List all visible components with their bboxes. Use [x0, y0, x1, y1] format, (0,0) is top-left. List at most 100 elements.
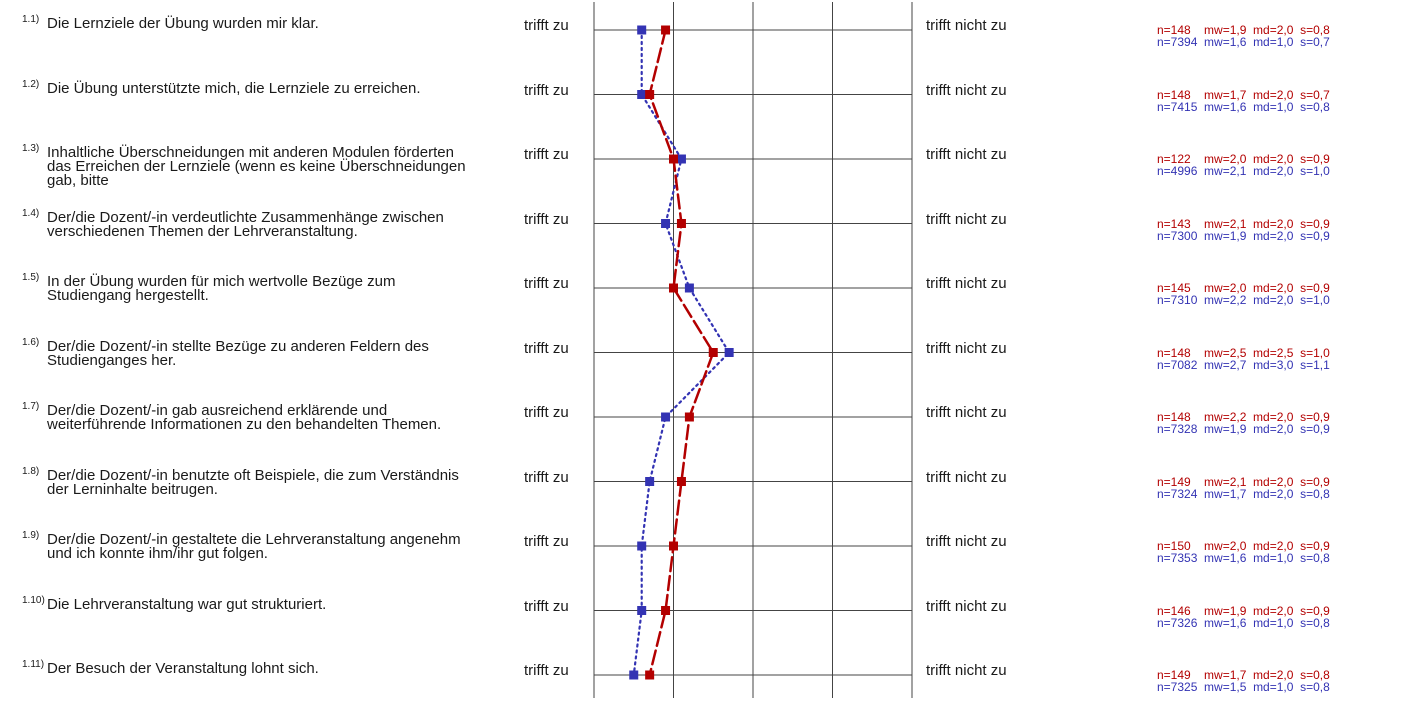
question-row: 1.9) Der/die Dozent/-in gestaltete die Le…	[0, 530, 1402, 594]
stat-series-2: n=4996 mw=2,1 md=2,0 s=1,0	[1157, 164, 1330, 178]
stat-series-2: n=7324 mw=1,7 md=2,0 s=0,8	[1157, 486, 1330, 501]
stat-series-2: n=7328 mw=1,9 md=2,0 s=0,9	[1157, 422, 1330, 436]
series-2-marker	[637, 90, 647, 99]
question-row: 1.6) Der/die Dozent/-in stellte Bezüge zu…	[0, 337, 1402, 401]
question-row: 1.10) Die Lehrveranstaltung war gut struk…	[0, 595, 1402, 659]
scale-label-right: trifft nicht zu	[926, 81, 1007, 99]
stat-series-2: n=7326 mw=1,6 md=1,0 s=0,8	[1157, 615, 1330, 630]
series-2-marker	[637, 25, 647, 35]
stat-series-1: n=148 mw=2,2 md=2,0 s=0,9	[1157, 410, 1330, 424]
scale-label-left: trifft zu	[524, 597, 569, 615]
stat-series-1: n=150 mw=2,0 md=2,0 s=0,9	[1157, 539, 1330, 553]
stat-series-1: n=149 mw=1,7 md=2,0 s=0,8	[1157, 668, 1330, 682]
scale-label-right: trifft nicht zu	[926, 404, 1007, 421]
question-number: 1.9)	[22, 530, 40, 541]
scale-label-right: trifft nicht zu	[926, 662, 1007, 679]
scale-label-left: trifft zu	[524, 17, 569, 34]
scale-label-left: trifft zu	[524, 146, 569, 163]
series-1-marker	[676, 477, 686, 486]
stat-series-2: n=7415 mw=1,6 md=1,0 s=0,8	[1157, 99, 1330, 114]
scale-label-left: trifft zu	[524, 468, 569, 486]
series-2-marker	[637, 541, 647, 551]
scale-label-right: trifft nicht zu	[926, 275, 1007, 292]
question-number: 1.4)	[22, 207, 40, 219]
series-1-marker	[661, 606, 671, 615]
stat-series-1: n=148 mw=2,5 md=2,5 s=1,0	[1157, 345, 1330, 360]
stat-series-1: n=122 mw=2,0 md=2,0 s=0,9	[1157, 152, 1330, 166]
stat-series-1: n=148 mw=1,9 md=2,0 s=0,8	[1157, 23, 1330, 37]
stat-series-1: n=149 mw=2,1 md=2,0 s=0,9	[1157, 474, 1330, 489]
question-number: 1.11)	[22, 659, 45, 670]
series-2-marker	[629, 670, 639, 680]
series-1-marker	[645, 670, 655, 680]
series-1-marker	[669, 541, 678, 551]
scale-label-right: trifft nicht zu	[926, 468, 1007, 486]
series-2-marker	[637, 606, 647, 615]
question-text: In der Übung wurden für mich wertvolle B…	[47, 273, 396, 304]
question-number: 1.1)	[22, 14, 40, 25]
question-text: Inhaltliche Überschneidungen mit anderen…	[47, 144, 466, 189]
scale-label-left: trifft zu	[524, 210, 569, 228]
stat-series-2: n=7394 mw=1,6 md=1,0 s=0,7	[1157, 35, 1330, 49]
stat-series-1: n=145 mw=2,0 md=2,0 s=0,9	[1157, 281, 1330, 295]
question-text: Die Lernziele der Übung wurden mir klar.	[47, 15, 319, 32]
question-number: 1.10)	[22, 594, 45, 606]
series-2-marker	[684, 283, 694, 293]
scale-label-right: trifft nicht zu	[926, 597, 1007, 615]
series-2-line	[632, 28, 731, 677]
question-row: 1.8) Der/die Dozent/-in benutzte oft Beis…	[0, 466, 1402, 530]
scale-label-right: trifft nicht zu	[926, 146, 1007, 163]
scale-label-right: trifft nicht zu	[926, 17, 1007, 34]
question-row: 1.5) In der Übung wurden für mich wertvol…	[0, 272, 1402, 336]
scale-label-left: trifft zu	[524, 533, 569, 550]
question-number: 1.5)	[22, 272, 40, 283]
series-2-marker	[724, 348, 734, 357]
series-1-marker	[669, 283, 678, 293]
profile-line-chart	[593, 2, 913, 698]
question-text: Der/die Dozent/-in gestaltete die Lehrve…	[47, 531, 461, 562]
series-2-marker	[676, 154, 686, 164]
question-number: 1.3)	[22, 143, 40, 154]
scale-label-left: trifft zu	[524, 339, 569, 357]
series-1-marker	[669, 154, 678, 164]
question-text: Der/die Dozent/-in benutzte oft Beispiel…	[47, 466, 459, 498]
series-1-marker	[661, 25, 671, 35]
question-text: Der/die Dozent/-in verdeutlichte Zusamme…	[47, 208, 444, 240]
series-1-marker	[708, 348, 718, 357]
scale-label-right: trifft nicht zu	[926, 210, 1007, 228]
question-row: 1.2) Die Übung unterstützte mich, die Ler…	[0, 79, 1402, 143]
question-number: 1.2)	[22, 78, 40, 90]
scale-label-left: trifft zu	[524, 275, 569, 292]
stat-series-1: n=143 mw=2,1 md=2,0 s=0,9	[1157, 216, 1330, 231]
question-row: 1.1) Die Lernziele der Übung wurden mir k…	[0, 14, 1402, 78]
stat-series-2: n=7353 mw=1,6 md=1,0 s=0,8	[1157, 551, 1330, 565]
question-row: 1.4) Der/die Dozent/-in verdeutlichte Zus…	[0, 208, 1402, 272]
question-text: Die Übung unterstützte mich, die Lernzie…	[47, 79, 421, 97]
series-2-marker	[645, 477, 655, 486]
scale-label-left: trifft zu	[524, 662, 569, 679]
question-row: 1.3) Inhaltliche Überschneidungen mit and…	[0, 143, 1402, 207]
question-number: 1.8)	[22, 465, 40, 477]
scale-label-left: trifft zu	[524, 81, 569, 99]
stat-series-2: n=7310 mw=2,2 md=2,0 s=1,0	[1157, 293, 1330, 307]
series-1-marker	[684, 412, 694, 422]
scale-label-left: trifft zu	[524, 404, 569, 421]
series-2-marker	[661, 219, 671, 228]
scale-label-right: trifft nicht zu	[926, 339, 1007, 357]
question-text: Der Besuch der Veranstaltung lohnt sich.	[47, 660, 319, 677]
series-1-marker	[676, 219, 686, 228]
stat-series-2: n=7300 mw=1,9 md=2,0 s=0,9	[1157, 228, 1330, 243]
stat-series-1: n=148 mw=1,7 md=2,0 s=0,7	[1157, 87, 1330, 102]
question-number: 1.6)	[22, 336, 40, 348]
series-2-marker	[661, 412, 671, 422]
question-text: Der/die Dozent/-in stellte Bezüge zu and…	[47, 337, 429, 369]
question-text: Die Lehrveranstaltung war gut strukturie…	[47, 595, 327, 613]
series-1-marker	[645, 90, 655, 99]
question-row: 1.7) Der/die Dozent/-in gab ausreichend e…	[0, 401, 1402, 465]
stat-series-2: n=7082 mw=2,7 md=3,0 s=1,1	[1157, 357, 1330, 372]
stat-series-1: n=146 mw=1,9 md=2,0 s=0,9	[1157, 603, 1330, 618]
scale-label-right: trifft nicht zu	[926, 533, 1007, 550]
question-text: Der/die Dozent/-in gab ausreichend erklä…	[47, 402, 442, 433]
question-number: 1.7)	[22, 401, 40, 412]
question-row: 1.11) Der Besuch der Veranstaltung lohnt …	[0, 659, 1402, 723]
